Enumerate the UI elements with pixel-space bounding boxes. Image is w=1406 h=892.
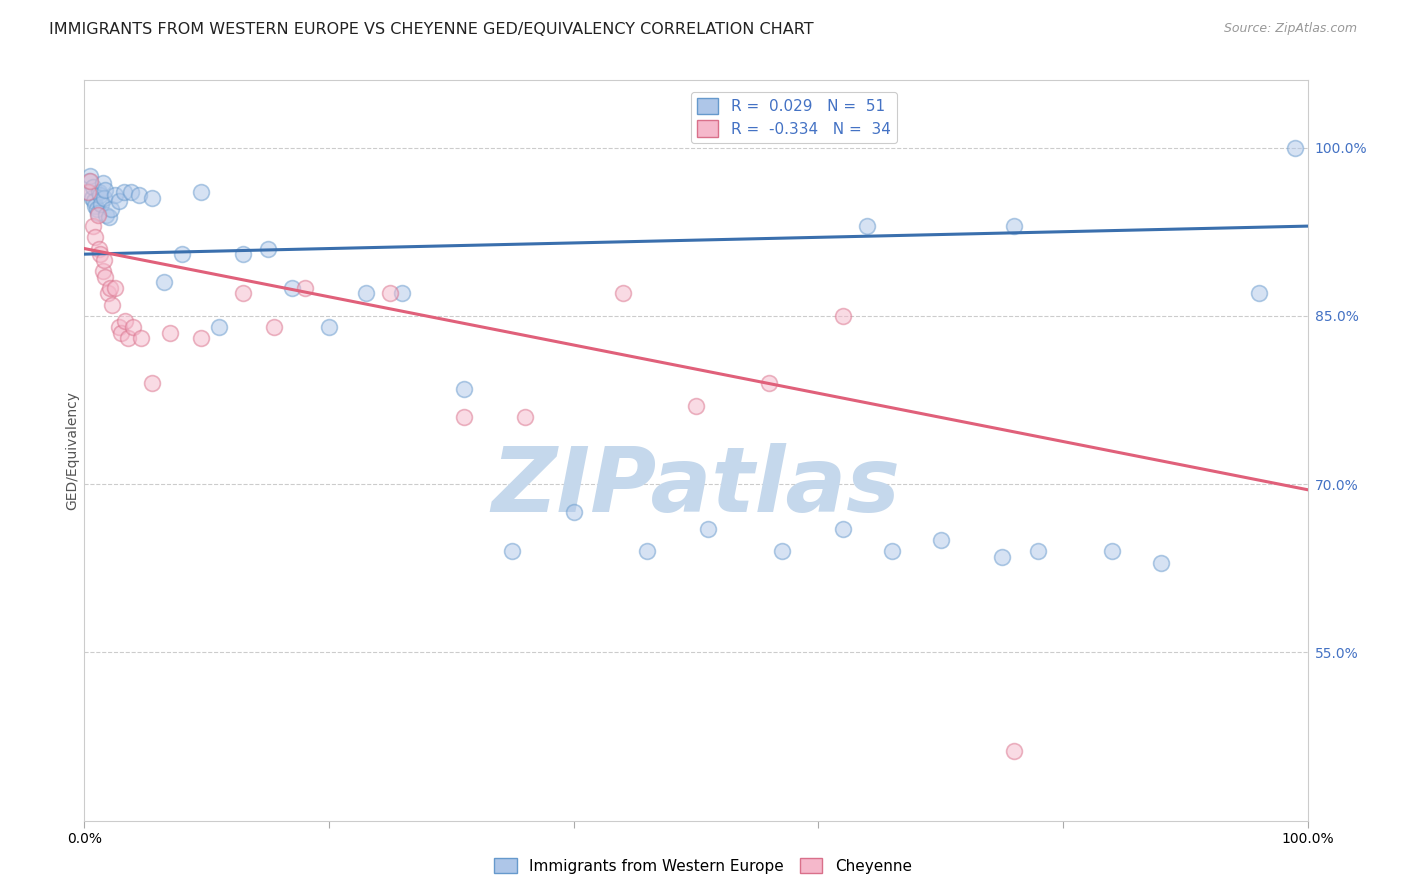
Point bbox=[97, 210, 120, 224]
Point bbox=[94, 269, 117, 284]
Point bbox=[141, 191, 163, 205]
Point bbox=[129, 331, 152, 345]
Point bbox=[281, 281, 304, 295]
Point bbox=[159, 326, 181, 340]
Point bbox=[453, 382, 475, 396]
Point bbox=[513, 409, 536, 424]
Point bbox=[112, 186, 135, 200]
Point bbox=[856, 219, 879, 233]
Point bbox=[929, 533, 952, 548]
Point bbox=[82, 179, 104, 194]
Point bbox=[87, 208, 110, 222]
Text: IMMIGRANTS FROM WESTERN EUROPE VS CHEYENNE GED/EQUIVALENCY CORRELATION CHART: IMMIGRANTS FROM WESTERN EUROPE VS CHEYEN… bbox=[49, 22, 814, 37]
Point bbox=[89, 247, 111, 261]
Point bbox=[87, 205, 110, 219]
Point bbox=[110, 326, 132, 340]
Point bbox=[1247, 286, 1270, 301]
Point bbox=[1002, 744, 1025, 758]
Point bbox=[172, 247, 194, 261]
Point bbox=[114, 314, 136, 328]
Point bbox=[107, 320, 129, 334]
Point bbox=[612, 286, 634, 301]
Point bbox=[122, 320, 145, 334]
Point bbox=[1002, 219, 1025, 233]
Point bbox=[208, 320, 231, 334]
Legend: Immigrants from Western Europe, Cheyenne: Immigrants from Western Europe, Cheyenne bbox=[488, 852, 918, 880]
Point bbox=[141, 376, 163, 391]
Legend: R =  0.029   N =  51, R =  -0.334   N =  34: R = 0.029 N = 51, R = -0.334 N = 34 bbox=[690, 92, 897, 144]
Point bbox=[94, 183, 117, 197]
Point bbox=[82, 219, 104, 233]
Point bbox=[87, 242, 110, 256]
Point bbox=[93, 191, 115, 205]
Point bbox=[502, 544, 524, 558]
Point bbox=[991, 549, 1014, 564]
Point bbox=[562, 505, 585, 519]
Point bbox=[190, 186, 212, 200]
Point bbox=[232, 247, 254, 261]
Point bbox=[758, 376, 780, 391]
Point bbox=[89, 187, 111, 202]
Point bbox=[1101, 544, 1123, 558]
Point bbox=[100, 202, 122, 217]
Point bbox=[318, 320, 340, 334]
Point bbox=[101, 298, 124, 312]
Point bbox=[831, 522, 853, 536]
Point bbox=[84, 199, 107, 213]
Point bbox=[294, 281, 316, 295]
Point bbox=[104, 281, 127, 295]
Point bbox=[79, 174, 101, 188]
Point bbox=[84, 230, 107, 244]
Point bbox=[98, 281, 121, 295]
Point bbox=[257, 242, 280, 256]
Point bbox=[104, 187, 127, 202]
Point bbox=[190, 331, 212, 345]
Point bbox=[1150, 556, 1173, 570]
Y-axis label: GED/Equivalency: GED/Equivalency bbox=[65, 391, 79, 510]
Point bbox=[263, 320, 285, 334]
Point bbox=[79, 169, 101, 183]
Point bbox=[770, 544, 793, 558]
Point bbox=[96, 208, 118, 222]
Point bbox=[77, 186, 100, 200]
Point bbox=[697, 522, 720, 536]
Point bbox=[1284, 140, 1306, 154]
Point bbox=[153, 275, 176, 289]
Point bbox=[880, 544, 903, 558]
Point bbox=[391, 286, 413, 301]
Point bbox=[77, 174, 100, 188]
Point bbox=[685, 399, 707, 413]
Point bbox=[91, 177, 114, 191]
Point bbox=[120, 186, 142, 200]
Point bbox=[107, 194, 129, 209]
Point bbox=[354, 286, 377, 301]
Point bbox=[86, 202, 108, 217]
Point bbox=[380, 286, 402, 301]
Point bbox=[91, 264, 114, 278]
Point bbox=[77, 186, 100, 200]
Point bbox=[636, 544, 658, 558]
Point bbox=[128, 187, 150, 202]
Point bbox=[831, 309, 853, 323]
Point bbox=[87, 186, 110, 200]
Point bbox=[80, 191, 103, 205]
Point bbox=[97, 286, 120, 301]
Point bbox=[1028, 544, 1050, 558]
Point bbox=[117, 331, 139, 345]
Point bbox=[90, 196, 112, 211]
Point bbox=[83, 194, 105, 209]
Point bbox=[453, 409, 475, 424]
Point bbox=[93, 252, 115, 267]
Text: Source: ZipAtlas.com: Source: ZipAtlas.com bbox=[1223, 22, 1357, 36]
Text: ZIPatlas: ZIPatlas bbox=[492, 443, 900, 532]
Point bbox=[232, 286, 254, 301]
